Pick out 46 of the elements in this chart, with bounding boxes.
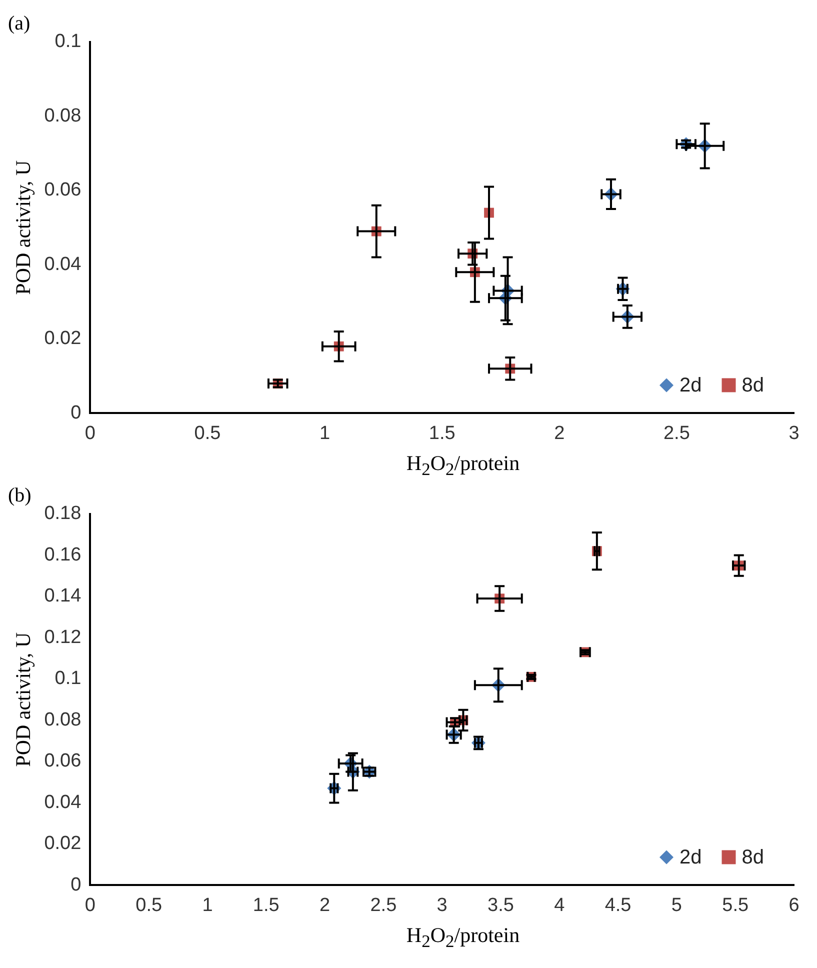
legend-label: 8d bbox=[742, 846, 764, 869]
x-axis-title: H$_{2}$O$_{2}$/protein bbox=[405, 922, 521, 954]
x-tick-label: 5 bbox=[671, 894, 682, 916]
x-tick-label: 1.5 bbox=[252, 894, 280, 916]
x-tick-label: 5.5 bbox=[722, 894, 749, 916]
x-tick-label: 3.5 bbox=[488, 894, 514, 916]
chart-title: (a) bbox=[8, 12, 30, 34]
y-tick-label: 0.12 bbox=[44, 626, 82, 648]
x-tick-label: 0.5 bbox=[136, 894, 162, 916]
y-tick-label: 0.08 bbox=[44, 105, 82, 126]
x-tick-label: 3 bbox=[788, 422, 800, 444]
y-tick-label: 0.02 bbox=[44, 833, 82, 854]
y-tick-label: 0.06 bbox=[44, 750, 82, 772]
x-tick-label: 6 bbox=[788, 894, 800, 916]
x-tick-label: 2 bbox=[554, 422, 565, 444]
y-tick-label: 0 bbox=[70, 874, 82, 896]
y-tick-label: 0.16 bbox=[44, 544, 82, 566]
x-tick-label: 2.5 bbox=[370, 894, 397, 916]
x-axis-title: H$_{2}$O$_{2}$/protein bbox=[405, 450, 521, 482]
y-axis-title: POD activity, U bbox=[11, 632, 36, 767]
x-tick-label: 3 bbox=[436, 894, 448, 916]
x-tick-label: 0 bbox=[84, 894, 96, 916]
legend-label: 2d bbox=[680, 374, 702, 397]
x-tick-label: 0 bbox=[84, 422, 96, 444]
legend-label: 8d bbox=[742, 374, 764, 397]
y-tick-label: 0.02 bbox=[44, 328, 82, 350]
y-tick-label: 0.14 bbox=[44, 586, 82, 607]
x-tick-label: 4 bbox=[554, 894, 566, 916]
x-tick-label: 0.5 bbox=[194, 422, 221, 444]
y-tick-label: 0.08 bbox=[44, 709, 82, 730]
legend-label: 2d bbox=[680, 846, 702, 869]
y-tick-label: 0.1 bbox=[54, 668, 82, 690]
chart-title: (b) bbox=[8, 484, 32, 506]
y-tick-label: 0 bbox=[70, 402, 82, 424]
y-tick-label: 0.1 bbox=[54, 31, 82, 52]
x-tick-label: 2 bbox=[319, 894, 330, 916]
x-tick-label: 2.5 bbox=[663, 422, 690, 444]
y-tick-label: 0.04 bbox=[44, 792, 82, 813]
x-tick-label: 1 bbox=[202, 894, 213, 916]
x-tick-label: 4.5 bbox=[604, 894, 632, 916]
y-tick-label: 0.06 bbox=[44, 180, 82, 201]
y-tick-label: 0.18 bbox=[44, 503, 82, 524]
y-axis-title: POD activity, U bbox=[11, 160, 36, 295]
x-tick-label: 1.5 bbox=[428, 422, 456, 444]
y-tick-label: 0.04 bbox=[44, 254, 82, 275]
x-tick-label: 1 bbox=[319, 422, 330, 444]
